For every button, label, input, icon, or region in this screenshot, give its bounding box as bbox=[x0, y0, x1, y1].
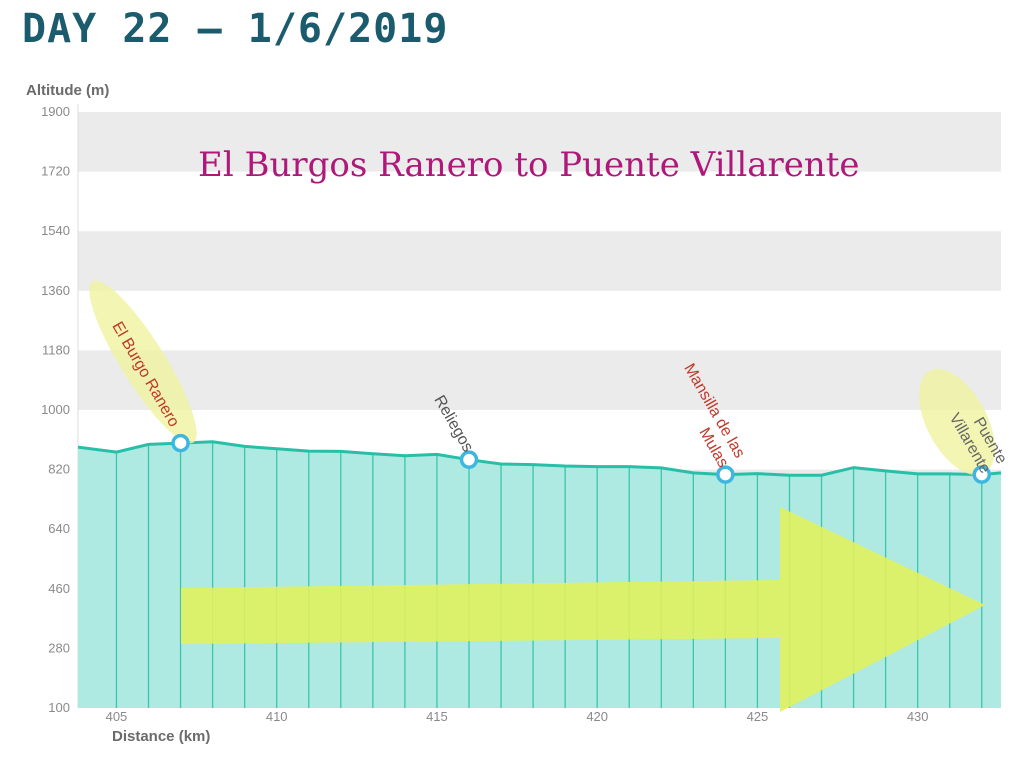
x-ticks: 405 410 415 420 425 430 bbox=[106, 709, 929, 724]
grid-band bbox=[78, 350, 1001, 410]
x-tick-label: 415 bbox=[426, 709, 448, 724]
arrow-layer bbox=[181, 507, 985, 712]
altitude-line bbox=[77, 440, 1002, 477]
y-axis-label: Altitude (m) bbox=[26, 82, 109, 99]
y-ticks: 100 280 460 640 820 1000 1180 1360 1540 1720 1900 bbox=[41, 104, 70, 715]
x-tick-label: 420 bbox=[586, 709, 608, 724]
grid-band bbox=[78, 112, 1001, 172]
x-tick-label: 410 bbox=[266, 709, 288, 724]
y-tick-label: 1720 bbox=[41, 164, 70, 179]
y-tick-label: 460 bbox=[48, 581, 70, 596]
waypoint-highlight bbox=[919, 368, 995, 476]
y-tick-label: 820 bbox=[48, 462, 70, 477]
y-tick-label: 1540 bbox=[41, 223, 70, 238]
x-tick-label: 405 bbox=[106, 709, 128, 724]
waypoint-highlight bbox=[89, 280, 197, 444]
y-tick-label: 1180 bbox=[42, 342, 70, 357]
page-title: DAY 22 — 1/6/2019 bbox=[22, 6, 449, 52]
y-tick-label: 100 bbox=[48, 700, 70, 715]
chart-title: El Burgos Ranero to Puente Villarente bbox=[198, 145, 860, 185]
waypoint-marker bbox=[171, 433, 190, 453]
y-tick-label: 1360 bbox=[41, 283, 70, 298]
y-tick-label: 280 bbox=[48, 640, 70, 655]
waypoint-marker bbox=[459, 450, 479, 469]
waypoint-marker bbox=[716, 465, 735, 484]
x-tick-label: 425 bbox=[747, 709, 769, 724]
x-axis-label: Distance (km) bbox=[112, 728, 210, 745]
x-tick-label: 430 bbox=[907, 709, 929, 724]
y-tick-label: 640 bbox=[48, 521, 70, 536]
y-tick-label: 1900 bbox=[41, 104, 70, 119]
y-tick-label: 1000 bbox=[41, 402, 70, 417]
waypoint-marker bbox=[972, 465, 992, 484]
direction-arrow bbox=[181, 507, 985, 712]
grid-band bbox=[78, 231, 1001, 291]
